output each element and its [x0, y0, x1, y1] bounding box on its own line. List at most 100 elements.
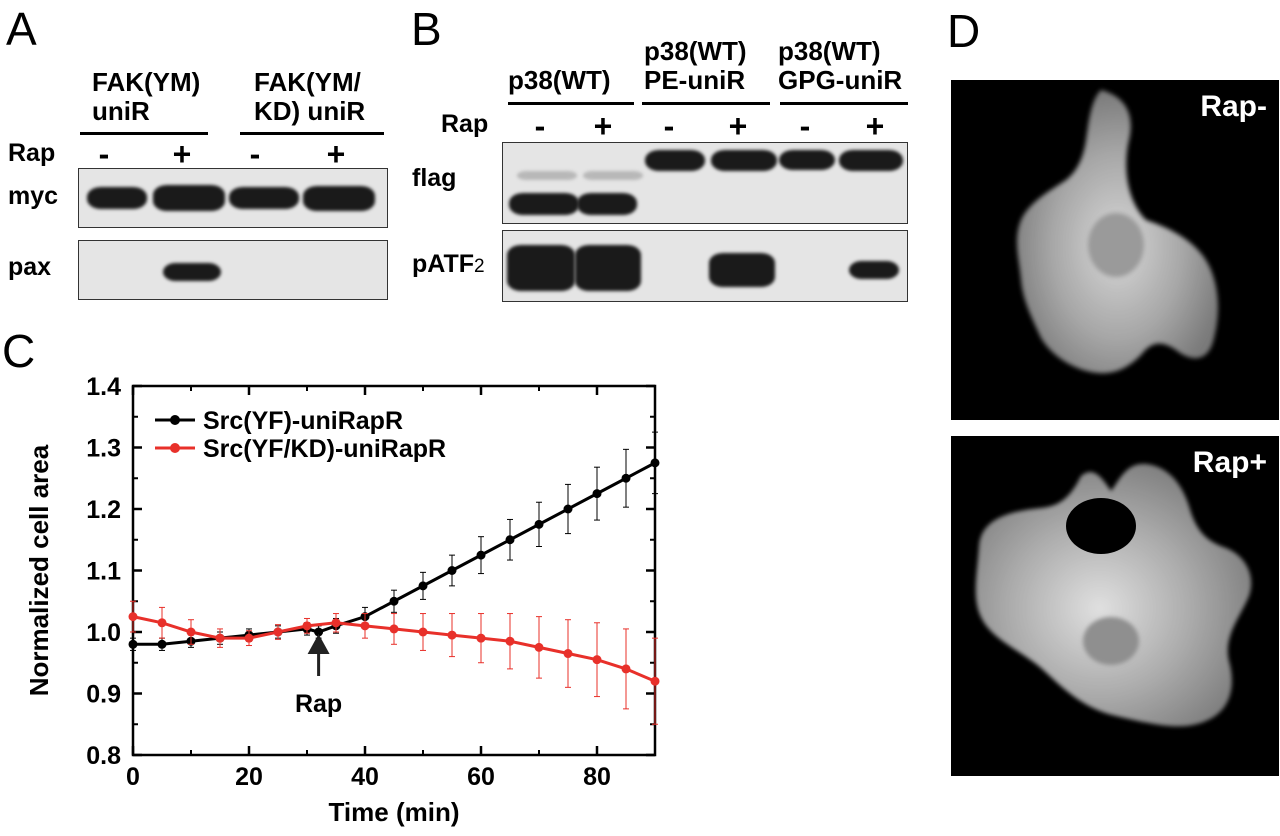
blot-band	[163, 263, 221, 281]
chart-annotation: Rap	[295, 634, 342, 718]
group-header-line: FAK(YM/KD) uniR	[254, 67, 366, 126]
annotation-label: Rap	[295, 690, 342, 718]
blot-band	[849, 261, 899, 279]
data-point	[302, 621, 312, 631]
group-underline	[80, 132, 208, 135]
rap-row-label: Rap	[441, 110, 489, 138]
data-point	[563, 504, 573, 514]
panel-letter-c: C	[2, 325, 36, 377]
blot-band	[711, 150, 777, 171]
data-point	[418, 627, 428, 637]
blot-band	[303, 186, 375, 211]
data-point	[447, 566, 457, 575]
x-tick-label: 60	[467, 763, 495, 791]
data-point	[418, 581, 428, 591]
data-point	[128, 639, 138, 649]
blot-band	[583, 171, 643, 180]
data-point	[331, 618, 341, 628]
micrograph-rap-minus: Rap-	[951, 80, 1279, 420]
data-point	[650, 676, 660, 686]
series-0	[128, 431, 660, 651]
data-point	[157, 618, 167, 628]
sign-plus: +	[172, 136, 192, 172]
legend-marker	[170, 415, 180, 425]
data-point	[314, 627, 324, 637]
rap-row-label: Rap	[8, 139, 56, 167]
data-point	[592, 655, 602, 665]
western-blot-pax	[78, 240, 388, 300]
blot-band	[577, 193, 637, 215]
x-axis-label: Time (min)	[329, 797, 460, 827]
chart-axes: 0.8 0.9 1.0 1.1 1.2 1.3 1.4 0 20 40 60 80 Time (min)…	[24, 373, 657, 827]
sign-minus: -	[534, 108, 546, 144]
cell-nucleus	[1083, 617, 1139, 665]
data-point	[476, 633, 486, 643]
line-chart: 0.8 0.9 1.0 1.1 1.2 1.3 1.4 0 20 40 60 80 Time (min)…	[24, 373, 660, 827]
data-point	[215, 633, 225, 643]
y-tick-label: 1.0	[86, 619, 121, 647]
sign-minus: -	[799, 108, 811, 144]
blot-band	[645, 150, 705, 171]
group-underline	[508, 102, 634, 105]
y-tick-label: 1.3	[86, 435, 121, 463]
sign-minus: -	[249, 136, 261, 172]
x-tick-label: 80	[583, 763, 611, 791]
group-header-line: p38(WT) GPG-uniR	[778, 36, 903, 95]
x-tick-label: 20	[235, 763, 263, 791]
western-blot-myc	[78, 168, 388, 228]
sign-plus: +	[593, 108, 613, 144]
blot-band	[779, 150, 835, 170]
annotation-arrow-head	[307, 634, 330, 654]
data-point	[389, 624, 399, 634]
legend-entry: Src(YF/KD)-uniRapR	[203, 435, 446, 463]
data-point	[621, 664, 631, 674]
micrograph-label: Rap-	[1200, 90, 1267, 123]
legend-marker	[170, 443, 180, 453]
legend-entry: Src(YF)-uniRapR	[203, 407, 403, 435]
blot-label-flag: flag	[412, 164, 457, 192]
sign-plus: +	[326, 136, 346, 172]
data-point	[592, 489, 602, 499]
data-point	[157, 639, 167, 649]
y-tick-label: 0.9	[86, 681, 121, 709]
western-blot-patf2	[502, 230, 908, 302]
group-header-fak-ymkd: FAK(YM/KD) uniR	[254, 68, 365, 126]
data-point	[505, 535, 515, 545]
group-header-p38-gpg: p38(WT) GPG-uniR	[778, 37, 902, 95]
data-point	[534, 519, 544, 529]
data-point	[244, 633, 254, 643]
group-header-p38-wt: p38(WT)	[508, 66, 611, 95]
cell-image	[1016, 90, 1218, 374]
y-tick-label: 1.2	[86, 496, 121, 524]
y-axis-label: Normalized cell area	[24, 444, 54, 696]
blot-band	[575, 245, 641, 291]
blot-band	[153, 185, 225, 211]
x-tick-label: 0	[126, 763, 140, 791]
x-tick-label: 40	[351, 763, 379, 791]
data-point	[476, 550, 486, 560]
data-point	[273, 627, 283, 637]
micrograph-rap-plus: Rap+	[951, 436, 1279, 776]
blot-label-myc: myc	[8, 182, 59, 210]
micrograph-label: Rap+	[1192, 446, 1267, 479]
blot-band	[507, 245, 575, 291]
panel-letter-b: B	[411, 3, 442, 55]
y-tick-label: 1.1	[86, 558, 121, 586]
data-point	[128, 612, 138, 622]
series-1	[128, 600, 660, 725]
data-point	[505, 636, 515, 646]
cell-nucleus	[1088, 213, 1144, 277]
sign-minus: -	[663, 108, 675, 144]
blot-band	[87, 187, 147, 209]
blot-band	[509, 193, 579, 215]
data-point	[447, 630, 457, 640]
group-header-line: p38(WT) PE-uniR	[644, 36, 747, 95]
group-header-line: FAK(YM) uniR	[92, 67, 201, 126]
panel-letter-d: D	[947, 5, 981, 57]
chart-series	[128, 431, 660, 725]
blot-band	[517, 171, 577, 180]
blot-band	[839, 150, 903, 171]
group-header-p38-pe: p38(WT) PE-uniR	[644, 37, 747, 95]
cell-cavity	[1066, 498, 1136, 554]
